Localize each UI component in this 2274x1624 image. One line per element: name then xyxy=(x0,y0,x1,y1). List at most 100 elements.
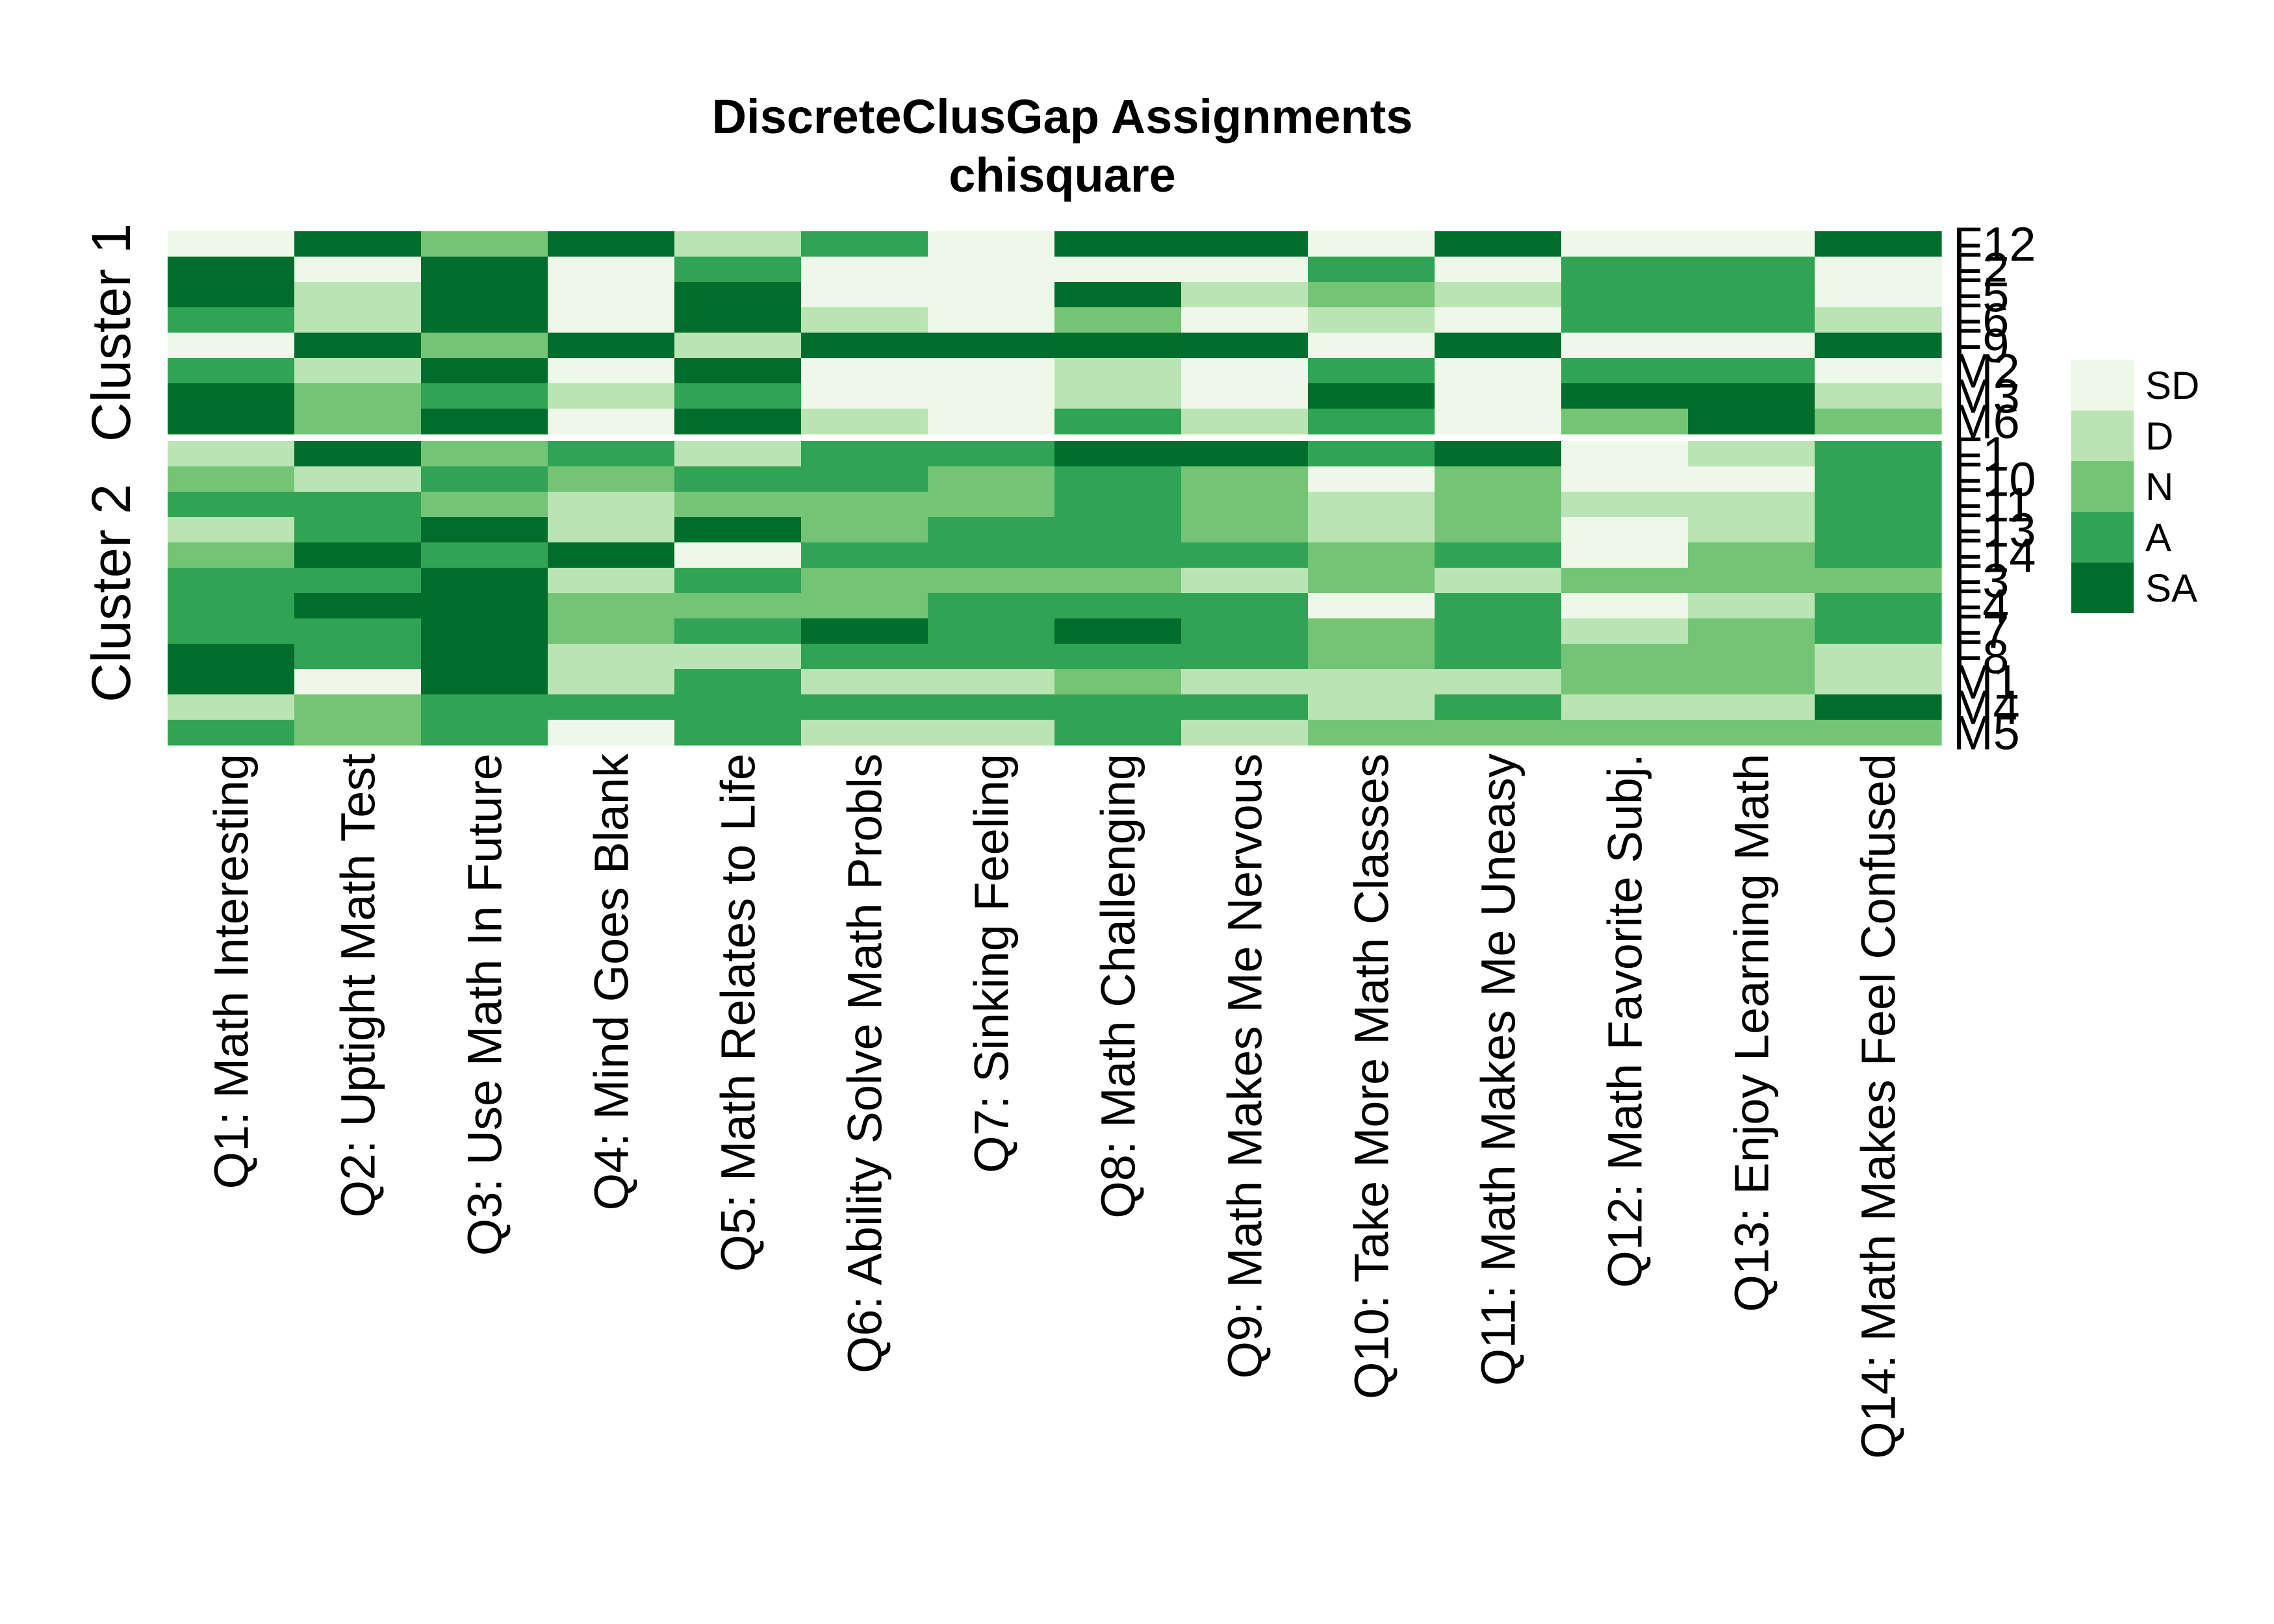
heatmap-cell xyxy=(1688,466,1815,492)
heatmap-cell xyxy=(1688,542,1815,568)
heatmap-cell xyxy=(1688,720,1815,746)
heatmap-cell xyxy=(801,669,928,695)
cluster-label: Cluster 1 xyxy=(81,223,142,442)
heatmap-cell xyxy=(1435,383,1562,409)
heatmap-cell xyxy=(421,492,548,518)
heatmap-cell xyxy=(674,618,802,644)
heatmap-cell xyxy=(1815,333,1942,359)
heatmap-cell xyxy=(928,542,1055,568)
heatmap-cell xyxy=(548,383,675,409)
heatmap-cell xyxy=(801,492,928,518)
heatmap-cell xyxy=(168,307,295,333)
heatmap-cell xyxy=(674,694,802,720)
row-label: F3 xyxy=(1953,554,2009,608)
heatmap-cell xyxy=(1815,282,1942,308)
row-label: F6 xyxy=(1953,294,2009,348)
heatmap-cell xyxy=(801,593,928,619)
heatmap-cell xyxy=(1181,383,1309,409)
heatmap-cell xyxy=(1561,568,1689,594)
heatmap-cell xyxy=(1815,618,1942,644)
heatmap-cell xyxy=(421,618,548,644)
legend: SD DNA SA xyxy=(2071,360,2199,613)
heatmap-cell xyxy=(421,383,548,409)
heatmap-cell xyxy=(294,466,422,492)
heatmap-cell xyxy=(1815,593,1942,619)
heatmap-cell xyxy=(1688,257,1815,283)
heatmap-cell xyxy=(1308,669,1435,695)
heatmap-cell xyxy=(548,409,675,435)
heatmap-cell xyxy=(421,333,548,359)
heatmap-cell xyxy=(168,333,295,359)
heatmap-cell xyxy=(168,441,295,467)
heatmap-cell xyxy=(421,358,548,384)
heatmap-cell xyxy=(548,618,675,644)
heatmap-cell xyxy=(1308,383,1435,409)
row-label: F13 xyxy=(1953,503,2036,557)
heatmap-cell xyxy=(1054,333,1182,359)
heatmap-cell xyxy=(1815,466,1942,492)
heatmap-cell xyxy=(1815,542,1942,568)
heatmap-cell xyxy=(1308,231,1435,257)
column-label: Q11: Math Makes Me Uneasy xyxy=(1472,754,1526,1386)
heatmap-cell xyxy=(1435,409,1562,435)
column-label: Q6: Ability Solve Math Probls xyxy=(838,754,892,1373)
heatmap-cell xyxy=(928,333,1055,359)
heatmap-cell xyxy=(801,568,928,594)
heatmap-cell xyxy=(1561,593,1689,619)
heatmap-cell xyxy=(1435,542,1562,568)
heatmap-cell xyxy=(421,409,548,435)
heatmap-cell xyxy=(421,694,548,720)
legend-swatch xyxy=(2071,563,2134,613)
heatmap-cell xyxy=(674,231,802,257)
row-label: M5 xyxy=(1953,706,2020,760)
heatmap-cell xyxy=(168,568,295,594)
heatmap-cell xyxy=(1815,257,1942,283)
legend-label: A xyxy=(2145,516,2171,559)
heatmap-cell xyxy=(1308,644,1435,670)
heatmap-cell xyxy=(168,644,295,670)
heatmap-cell xyxy=(1688,644,1815,670)
heatmap-cell xyxy=(421,517,548,543)
row-label: M2 xyxy=(1953,344,2020,398)
heatmap-cell xyxy=(1561,492,1689,518)
heatmap-cells xyxy=(168,231,1942,746)
heatmap-cell xyxy=(1688,333,1815,359)
heatmap-cell xyxy=(928,720,1055,746)
heatmap-cell xyxy=(1561,409,1689,435)
heatmap-cell xyxy=(1688,492,1815,518)
heatmap-cell xyxy=(674,669,802,695)
heatmap-cell xyxy=(1054,669,1182,695)
heatmap-cell xyxy=(1308,466,1435,492)
heatmap-cell xyxy=(1435,618,1562,644)
heatmap-cell xyxy=(548,517,675,543)
heatmap-cell xyxy=(294,257,422,283)
heatmap-cell xyxy=(1561,257,1689,283)
row-label: F7 xyxy=(1953,605,2009,659)
heatmap-cell xyxy=(1181,618,1309,644)
heatmap-cell xyxy=(1561,307,1689,333)
heatmap-cell xyxy=(1181,568,1309,594)
heatmap-cell xyxy=(294,282,422,308)
column-label: Q9: Math Makes Me Nervous xyxy=(1218,754,1272,1378)
heatmap-cell xyxy=(1561,694,1689,720)
heatmap-cell xyxy=(1308,282,1435,308)
heatmap-cell xyxy=(674,383,802,409)
heatmap-cell xyxy=(421,257,548,283)
row-label: F4 xyxy=(1953,579,2009,633)
heatmap-cell xyxy=(1054,231,1182,257)
heatmap-cell xyxy=(1181,644,1309,670)
heatmap-cell xyxy=(801,333,928,359)
heatmap-cell xyxy=(928,409,1055,435)
heatmap-cell xyxy=(1561,542,1689,568)
heatmap-cell xyxy=(1561,517,1689,543)
heatmap-cell xyxy=(1815,358,1942,384)
legend-swatch xyxy=(2071,411,2134,461)
heatmap-cell xyxy=(801,441,928,467)
heatmap-cell xyxy=(421,568,548,594)
heatmap-cell xyxy=(928,644,1055,670)
heatmap-cell xyxy=(168,618,295,644)
heatmap-cell xyxy=(294,358,422,384)
heatmap-cell xyxy=(1054,618,1182,644)
heatmap-cell xyxy=(1688,282,1815,308)
